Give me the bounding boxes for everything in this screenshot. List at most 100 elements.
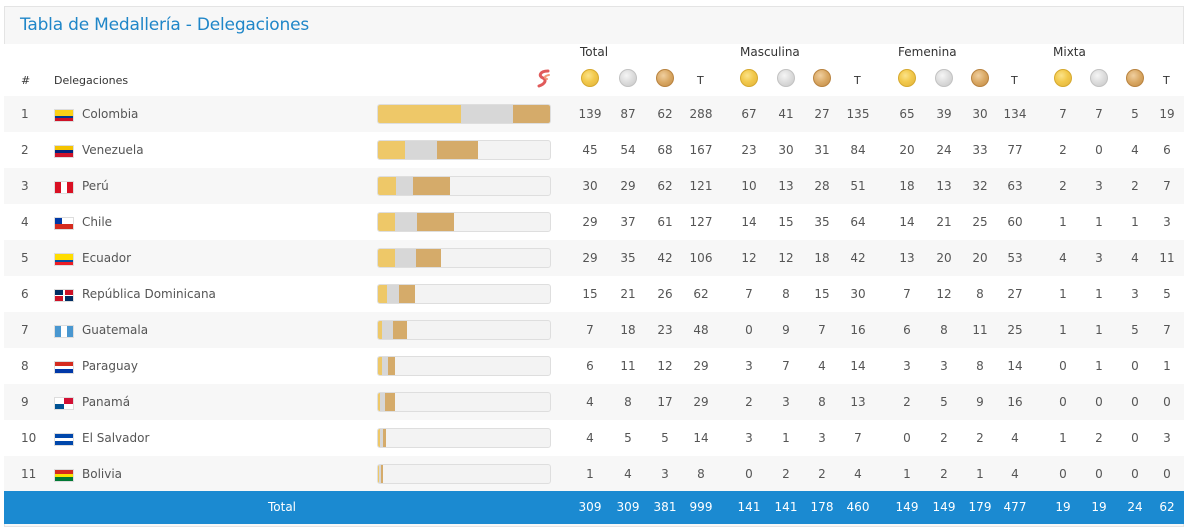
mixta-total-cell: 19 (1159, 107, 1175, 121)
total-total-cell: 121 (689, 179, 713, 193)
total-column-header[interactable]: T (697, 74, 704, 87)
footer-fem-total: 477 (1003, 500, 1027, 514)
total-total-cell: 288 (689, 107, 713, 121)
mixta-bronze-cell: 0 (1131, 395, 1139, 409)
table-row[interactable]: 1 Colombia 139 87 62 288 67 41 27 135 65 39 30 134 7 7 5… (4, 96, 1184, 132)
fem-silver-cell: 20 (936, 251, 952, 265)
fem-bronze-cell: 8 (976, 287, 984, 301)
bronze-segment (416, 249, 442, 267)
mixta-gold-cell: 0 (1059, 395, 1067, 409)
delegation-name[interactable]: República Dominicana (82, 287, 216, 301)
table-row[interactable]: 9 Panamá 4 8 17 29 2 3 8 13 2 5 9 16 0 0 0 0 (4, 384, 1184, 420)
table-row[interactable]: 7 Guatemala 7 18 23 48 0 9 7 16 6 8 11 25 1 1 5 7 (4, 312, 1184, 348)
fem-silver-cell: 39 (936, 107, 952, 121)
silver-medal-icon[interactable] (777, 69, 795, 87)
fem-total-cell: 63 (1007, 179, 1023, 193)
delegation-name[interactable]: Ecuador (82, 251, 132, 265)
table-row[interactable]: 5 Ecuador 29 35 42 106 12 12 18 42 13 20 20 53 4 3 4 11 (4, 240, 1184, 276)
delegation-name[interactable]: Paraguay (82, 359, 139, 373)
delegation-name[interactable]: Guatemala (82, 323, 149, 337)
delegation-name[interactable]: Chile (82, 215, 113, 229)
fem-gold-cell: 2 (903, 395, 911, 409)
silver-medal-icon[interactable] (1090, 69, 1108, 87)
table-row[interactable]: 8 Paraguay 6 11 12 29 3 7 4 14 3 3 8 14 0 1 0 1 (4, 348, 1184, 384)
bronze-medal-icon[interactable] (656, 69, 674, 87)
flag-icon-dominicana (54, 289, 74, 302)
delegation-name[interactable]: Panamá (82, 395, 131, 409)
footer-mixta-gold: 19 (1055, 500, 1071, 514)
masc-gold-cell: 3 (745, 431, 753, 445)
mixta-total-cell: 7 (1163, 323, 1171, 337)
gold-medal-icon[interactable] (1054, 69, 1072, 87)
footer-fem-silver: 149 (932, 500, 956, 514)
table-row[interactable]: 3 Perú 30 29 62 121 10 13 28 51 18 13 32 63 2 3 2 7 (4, 168, 1184, 204)
delegation-header[interactable]: Delegaciones (54, 74, 129, 87)
gold-medal-icon[interactable] (581, 69, 599, 87)
rank-cell: 6 (21, 287, 29, 301)
bronze-medal-icon[interactable] (971, 69, 989, 87)
silver-segment (382, 321, 393, 339)
masc-bronze-cell: 8 (818, 395, 826, 409)
table-row[interactable]: 2 Venezuela 45 54 68 167 23 30 31 84 20 24 33 77 2 0 4 6 (4, 132, 1184, 168)
table-row[interactable]: 10 El Salvador 4 5 5 14 3 1 3 7 0 2 2 4 1 2 0 3 (4, 420, 1184, 456)
total-gold-cell: 45 (582, 143, 598, 157)
masc-total-cell: 64 (850, 215, 866, 229)
medal-bar (377, 212, 551, 232)
medal-bar (377, 104, 551, 124)
masc-silver-cell: 7 (782, 359, 790, 373)
table-row[interactable]: 6 República Dominicana 15 21 26 62 7 8 15 30 7 12 8 2… (4, 276, 1184, 312)
mixta-bronze-cell: 1 (1131, 215, 1139, 229)
silver-medal-icon[interactable] (935, 69, 953, 87)
gold-medal-icon[interactable] (740, 69, 758, 87)
bronze-medal-icon[interactable] (813, 69, 831, 87)
delegation-name[interactable]: Venezuela (82, 143, 144, 157)
fem-gold-cell: 1 (903, 467, 911, 481)
medal-bar (377, 464, 551, 484)
total-gold-cell: 29 (582, 251, 598, 265)
total-column-header[interactable]: T (1163, 74, 1170, 87)
total-column-header[interactable]: T (854, 74, 861, 87)
table-row[interactable]: 11 Bolivia 1 4 3 8 0 2 2 4 1 2 1 4 0 0 0 0 (4, 456, 1184, 492)
mixta-silver-cell: 1 (1095, 359, 1103, 373)
delegation-name[interactable]: El Salvador (82, 431, 150, 445)
rank-cell: 1 (21, 107, 29, 121)
rank-cell: 5 (21, 251, 29, 265)
masc-gold-cell: 10 (741, 179, 757, 193)
mixta-gold-cell: 2 (1059, 179, 1067, 193)
sort-icon[interactable] (535, 69, 553, 89)
total-bronze-cell: 42 (657, 251, 673, 265)
masc-bronze-cell: 27 (814, 107, 830, 121)
total-bronze-cell: 62 (657, 179, 673, 193)
masc-gold-cell: 0 (745, 323, 753, 337)
delegation-name[interactable]: Colombia (82, 107, 139, 121)
mixta-gold-cell: 1 (1059, 287, 1067, 301)
fem-total-cell: 27 (1007, 287, 1023, 301)
rank-cell: 11 (21, 467, 37, 481)
mixta-total-cell: 3 (1163, 431, 1171, 445)
mixta-total-cell: 5 (1163, 287, 1171, 301)
total-total-cell: 167 (689, 143, 713, 157)
total-column-header[interactable]: T (1011, 74, 1018, 87)
mixta-gold-cell: 4 (1059, 251, 1067, 265)
bronze-segment (417, 213, 454, 231)
silver-medal-icon[interactable] (619, 69, 637, 87)
masc-total-cell: 42 (850, 251, 866, 265)
masc-bronze-cell: 4 (818, 359, 826, 373)
gold-segment (378, 177, 396, 195)
flag-icon-elsalvador (54, 433, 74, 446)
total-silver-cell: 54 (620, 143, 636, 157)
rank-cell: 8 (21, 359, 29, 373)
table-row[interactable]: 4 Chile 29 37 61 127 14 15 35 64 14 21 25 60 1 1 1 3 (4, 204, 1184, 240)
fem-bronze-cell: 2 (976, 431, 984, 445)
gold-medal-icon[interactable] (898, 69, 916, 87)
bronze-segment (392, 321, 407, 339)
bronze-medal-icon[interactable] (1126, 69, 1144, 87)
total-gold-cell: 29 (582, 215, 598, 229)
delegation-name[interactable]: Perú (82, 179, 109, 193)
fem-bronze-cell: 30 (972, 107, 988, 121)
silver-segment (380, 393, 386, 411)
bronze-segment (385, 393, 396, 411)
fem-silver-cell: 2 (940, 467, 948, 481)
delegation-name[interactable]: Bolivia (82, 467, 123, 481)
total-bronze-cell: 62 (657, 107, 673, 121)
